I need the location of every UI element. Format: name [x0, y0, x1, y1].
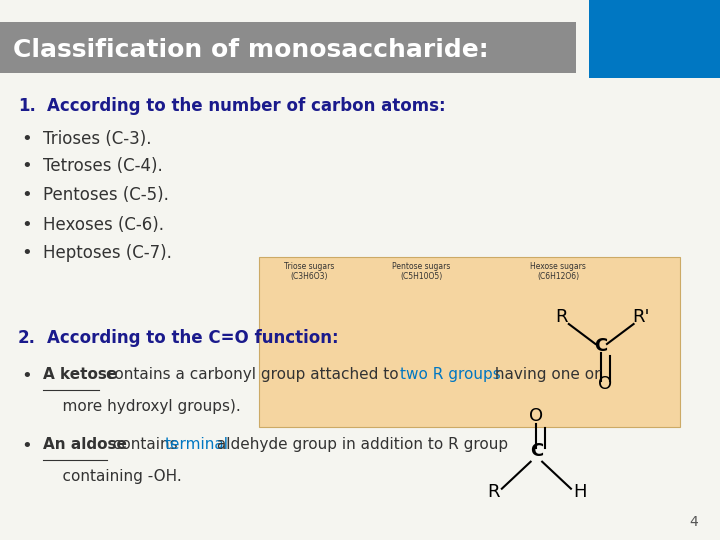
Text: •: •: [22, 367, 32, 385]
Text: Hexoses (C-6).: Hexoses (C-6).: [43, 216, 164, 234]
FancyBboxPatch shape: [589, 0, 720, 78]
Text: two R groups: two R groups: [400, 367, 500, 382]
Text: R: R: [555, 308, 568, 326]
Text: Triose sugars
(C3H6O3): Triose sugars (C3H6O3): [284, 262, 335, 281]
Text: Heptoses (C-7).: Heptoses (C-7).: [43, 244, 172, 262]
Text: contains a carbonyl group attached to: contains a carbonyl group attached to: [101, 367, 403, 382]
Text: having one or: having one or: [490, 367, 600, 382]
Text: containing -OH.: containing -OH.: [43, 469, 182, 484]
Text: According to the number of carbon atoms:: According to the number of carbon atoms:: [47, 97, 446, 115]
Text: H: H: [573, 483, 586, 501]
Text: A ketose: A ketose: [43, 367, 117, 382]
Text: Hexose sugars
(C6H12O6): Hexose sugars (C6H12O6): [530, 262, 586, 281]
Text: Pentoses (C-5).: Pentoses (C-5).: [43, 186, 169, 204]
Text: R: R: [487, 483, 500, 501]
FancyBboxPatch shape: [576, 0, 589, 78]
Text: more hydroxyl groups).: more hydroxyl groups).: [43, 399, 241, 414]
Text: •: •: [22, 130, 32, 147]
Text: Classification of monosaccharide:: Classification of monosaccharide:: [13, 38, 489, 62]
Text: Trioses (C-3).: Trioses (C-3).: [43, 130, 152, 147]
Text: terminal: terminal: [164, 437, 228, 453]
Text: •: •: [22, 157, 32, 174]
Text: •: •: [22, 186, 32, 204]
Text: 1.: 1.: [18, 97, 36, 115]
Text: O: O: [529, 407, 544, 425]
Text: •: •: [22, 216, 32, 234]
FancyBboxPatch shape: [259, 256, 680, 427]
Text: Tetroses (C-4).: Tetroses (C-4).: [43, 157, 163, 174]
Text: •: •: [22, 244, 32, 262]
Text: 2.: 2.: [18, 329, 36, 347]
Text: C: C: [595, 337, 608, 355]
Text: According to the C=O function:: According to the C=O function:: [47, 329, 338, 347]
Text: contains: contains: [108, 437, 182, 453]
FancyBboxPatch shape: [0, 22, 576, 73]
Text: aldehyde group in addition to R group: aldehyde group in addition to R group: [212, 437, 508, 453]
Text: O: O: [598, 375, 612, 393]
Text: R': R': [632, 308, 649, 326]
Text: 4: 4: [690, 515, 698, 529]
Text: Pentose sugars
(C5H10O5): Pentose sugars (C5H10O5): [392, 262, 451, 281]
Text: An aldose: An aldose: [43, 437, 127, 453]
Text: C: C: [530, 442, 543, 460]
Text: •: •: [22, 437, 32, 455]
